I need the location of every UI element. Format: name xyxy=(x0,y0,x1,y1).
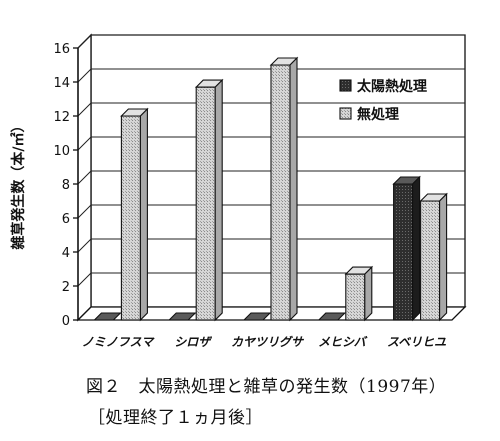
bar-side xyxy=(214,78,223,322)
bar-untreated xyxy=(194,78,224,322)
legend-label: 無処理 xyxy=(357,106,399,123)
figure-caption-subtitle: ［処理終了１ヵ月後］ xyxy=(88,408,263,428)
bar-solar-treatment xyxy=(392,175,421,322)
gridline xyxy=(77,34,465,49)
legend-swatch xyxy=(339,107,352,120)
bar-side xyxy=(439,192,448,322)
bar-untreated xyxy=(419,192,448,322)
bar-face xyxy=(195,86,216,321)
y-axis-label: 雑草発生数（本/㎡） xyxy=(10,118,27,250)
bar-zero-slab xyxy=(317,312,347,321)
x-tick-label: メヒシバ xyxy=(318,335,368,349)
bar-untreated xyxy=(269,56,299,322)
x-tick-label: シロザ xyxy=(174,335,212,349)
y-tick-label: 10 xyxy=(53,144,70,159)
bar-solar-treatment xyxy=(242,312,272,321)
bar-side xyxy=(364,265,373,322)
bar-face xyxy=(420,200,441,321)
gridline xyxy=(77,136,465,151)
gridline xyxy=(77,170,465,185)
y-tick-label: 2 xyxy=(62,280,70,295)
y-tick-label: 16 xyxy=(53,42,70,57)
bar-untreated xyxy=(344,265,374,322)
legend-swatch xyxy=(339,79,352,92)
bar-zero-slab xyxy=(167,312,197,321)
y-tick-label: 0 xyxy=(62,314,70,329)
bar-face xyxy=(393,183,414,321)
x-tick-label: ノミノフスマ xyxy=(82,335,156,349)
y-tick-label: 12 xyxy=(53,110,70,125)
bar-face xyxy=(345,273,366,321)
bar-untreated xyxy=(120,107,149,322)
bar-solar-treatment xyxy=(93,312,122,321)
bar-zero-slab xyxy=(93,312,122,321)
bar-face xyxy=(120,115,141,321)
gridline xyxy=(77,272,465,287)
bar-side xyxy=(289,56,298,322)
gridline xyxy=(77,102,465,117)
bar-side xyxy=(412,175,421,322)
y-tick-label: 6 xyxy=(62,212,70,227)
legend-label: 太陽熱処理 xyxy=(357,78,427,95)
gridline xyxy=(77,204,465,219)
figure-caption-title: 図２ 太陽熱処理と雑草の発生数（1997年） xyxy=(86,377,447,397)
x-tick-label: スベリヒユ xyxy=(387,335,446,349)
y-tick-label: 8 xyxy=(62,178,70,193)
y-tick-label: 14 xyxy=(53,76,70,91)
x-tick-label: カヤツリグサ xyxy=(231,335,305,349)
bar-solar-treatment xyxy=(317,312,347,321)
bar-side xyxy=(139,107,148,322)
gridline xyxy=(77,238,465,253)
bar-face xyxy=(270,64,291,321)
gridline xyxy=(77,68,465,83)
bar-solar-treatment xyxy=(167,312,197,321)
bar-zero-slab xyxy=(242,312,272,321)
y-tick-label: 4 xyxy=(62,246,70,261)
